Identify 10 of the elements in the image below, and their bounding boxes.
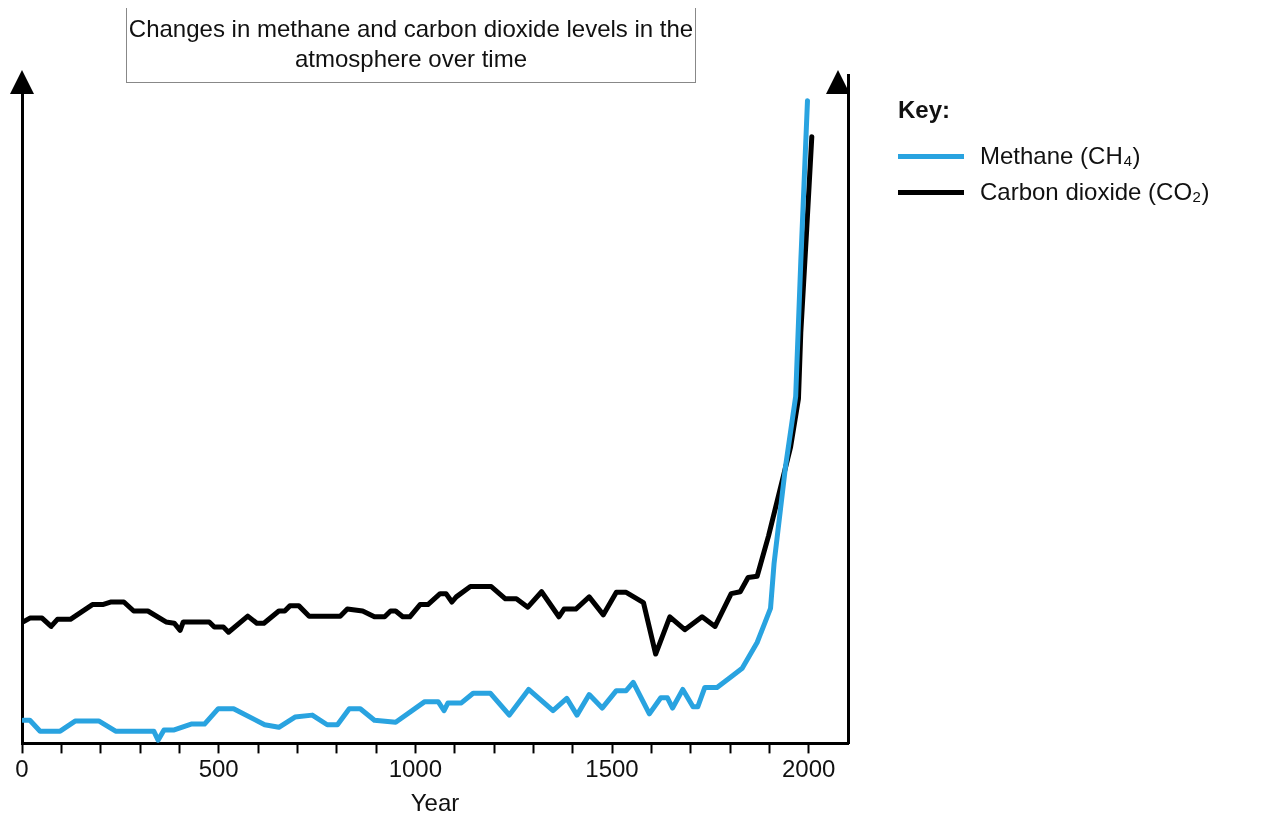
x-tick-label: 1500 xyxy=(585,755,639,783)
chart-title: Changes in methane and carbon dioxide levels in the atmosphere over time xyxy=(126,8,696,83)
legend-title: Key: xyxy=(898,96,952,124)
x-tick-label: 0 xyxy=(15,755,29,783)
x-tick-label: 2000 xyxy=(781,755,836,783)
legend-label: Methane (CH₄) xyxy=(980,142,1141,170)
legend-label: Carbon dioxide (CO₂) xyxy=(980,178,1210,206)
x-tick-label: 500 xyxy=(198,755,239,783)
x-tick-label: 1000 xyxy=(388,755,443,783)
x-axis-title: Year xyxy=(410,789,460,817)
